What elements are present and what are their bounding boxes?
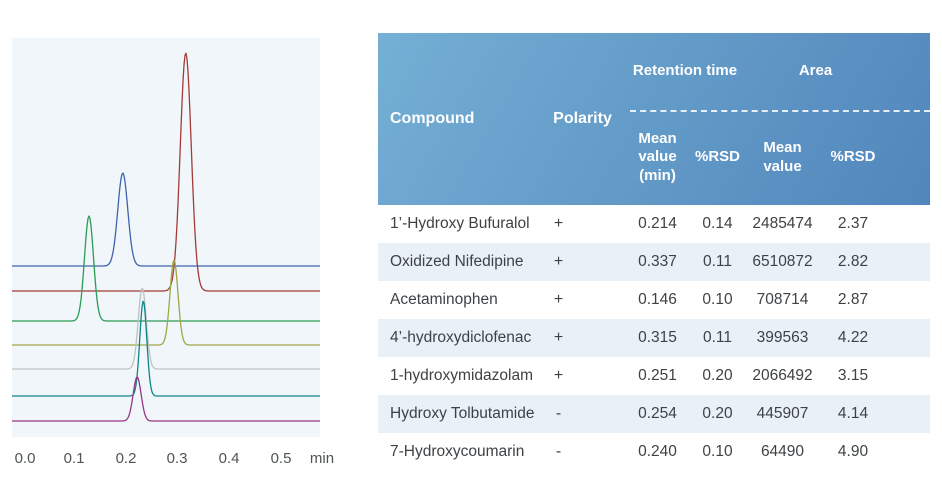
column-header-rt-rsd: %RSD: [694, 148, 740, 166]
table-row: Oxidized Nifedipine + 0.337 0.11 6510872…: [378, 243, 930, 281]
chromatogram-trace-teal: [12, 300, 320, 397]
table-row: 4’-hydroxydiclofenac + 0.315 0.11 399563…: [378, 319, 930, 357]
compound-name: 7-Hydroxycoumarin: [390, 443, 525, 460]
compound-name: 4’-hydroxydiclofenac: [390, 329, 532, 346]
compound-name: Oxidized Nifedipine: [390, 253, 524, 270]
column-header-rt-mean-value: Mean value (min): [638, 130, 677, 184]
x-tick-label: 0.2: [115, 450, 137, 467]
rt-mean-value: 0.254: [638, 405, 677, 422]
x-tick-label: 0.3: [166, 450, 188, 467]
area-rsd-value: 2.82: [837, 253, 869, 270]
x-tick-label: 0.4: [218, 450, 240, 467]
rt-rsd-value: 0.20: [702, 405, 733, 422]
column-group-retention-time: Retention time: [632, 62, 738, 80]
rt-mean-value: 0.251: [638, 367, 677, 384]
chromatogram-trace-green: [12, 215, 320, 322]
table-row: 1’-Hydroxy Bufuralol + 0.214 0.14 248547…: [378, 205, 930, 243]
column-header-compound: Compound: [390, 110, 475, 128]
polarity-value: -: [555, 443, 562, 460]
polarity-value: +: [553, 367, 564, 384]
area-rsd-value: 4.14: [837, 405, 869, 422]
rt-mean-value: 0.214: [638, 215, 677, 232]
compound-name: 1’-Hydroxy Bufuralol: [390, 215, 530, 232]
header-dashed-divider: [630, 110, 930, 112]
rt-rsd-value: 0.10: [702, 291, 733, 308]
rt-rsd-value: 0.11: [702, 253, 733, 270]
chromatogram-trace-magenta: [12, 376, 320, 422]
area-rsd-value: 2.37: [837, 215, 869, 232]
table-row: 7-Hydroxycoumarin - 0.240 0.10 64490 4.9…: [378, 433, 930, 471]
rt-rsd-value: 0.20: [702, 367, 733, 384]
area-mean-value: 708714: [756, 291, 809, 308]
area-mean-value: 2066492: [752, 367, 813, 384]
column-header-area-mean-value: Mean value: [763, 139, 802, 175]
polarity-value: +: [553, 291, 564, 308]
area-rsd-value: 4.90: [837, 443, 869, 460]
chromatogram-traces: [12, 52, 320, 422]
column-group-area: Area: [798, 62, 833, 80]
chromatogram-trace-dark-red: [12, 52, 320, 292]
x-axis-unit-label: min: [309, 450, 335, 467]
table-row: Acetaminophen + 0.146 0.10 708714 2.87: [378, 281, 930, 319]
polarity-value: +: [553, 253, 564, 270]
polarity-value: +: [553, 215, 564, 232]
area-rsd-value: 4.22: [837, 329, 869, 346]
area-rsd-value: 2.87: [837, 291, 869, 308]
chromatogram-trace-grey: [12, 287, 320, 370]
table-row: Hydroxy Tolbutamide - 0.254 0.20 445907 …: [378, 395, 930, 433]
rt-mean-value: 0.315: [638, 329, 677, 346]
rt-rsd-value: 0.10: [702, 443, 733, 460]
table-header: Compound Polarity Retention time Area Me…: [378, 33, 930, 205]
polarity-value: +: [553, 329, 564, 346]
x-tick-label: 0.1: [63, 450, 85, 467]
area-mean-value: 64490: [760, 443, 805, 460]
chromatogram-trace-blue: [12, 172, 320, 267]
rt-mean-value: 0.240: [638, 443, 677, 460]
area-rsd-value: 3.15: [837, 367, 869, 384]
area-mean-value: 2485474: [752, 215, 813, 232]
area-mean-value: 399563: [756, 329, 809, 346]
rt-rsd-value: 0.14: [702, 215, 733, 232]
column-header-polarity: Polarity: [553, 110, 612, 128]
area-mean-value: 445907: [756, 405, 809, 422]
polarity-value: -: [555, 405, 562, 422]
area-mean-value: 6510872: [752, 253, 813, 270]
compound-name: Acetaminophen: [390, 291, 498, 308]
rt-mean-value: 0.146: [638, 291, 677, 308]
compound-name: Hydroxy Tolbutamide: [390, 405, 535, 422]
rt-rsd-value: 0.11: [702, 329, 733, 346]
chromatogram-plot: [12, 38, 320, 437]
x-tick-label: 0.0: [14, 450, 36, 467]
table-row: 1-hydroxymidazolam + 0.251 0.20 2066492 …: [378, 357, 930, 395]
rt-mean-value: 0.337: [638, 253, 677, 270]
results-table: Compound Polarity Retention time Area Me…: [378, 33, 930, 471]
chromatogram-trace-olive: [12, 259, 320, 346]
column-header-area-rsd: %RSD: [830, 148, 876, 166]
compound-name: 1-hydroxymidazolam: [390, 367, 533, 384]
x-tick-label: 0.5: [270, 450, 292, 467]
